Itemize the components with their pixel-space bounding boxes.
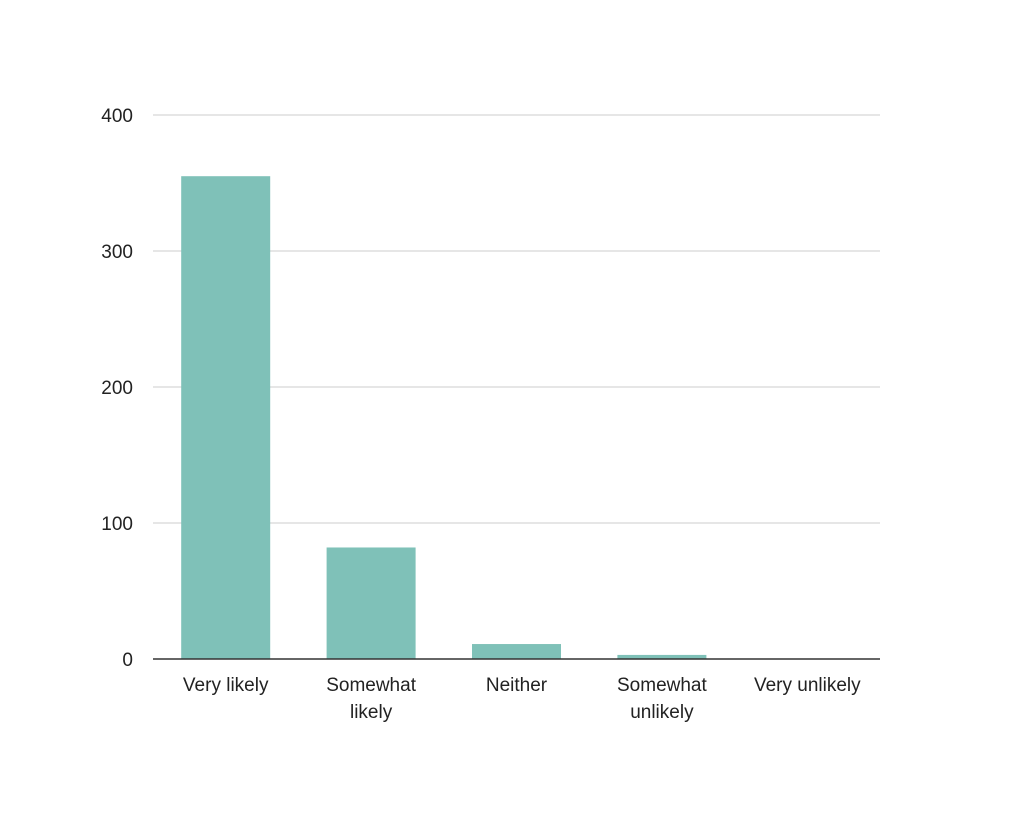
x-tick-label-line: likely xyxy=(350,702,393,723)
bars xyxy=(181,176,707,659)
bar xyxy=(472,644,561,659)
bar xyxy=(617,654,707,659)
bar xyxy=(326,547,416,659)
x-tick-label: Somewhat likely xyxy=(326,675,416,723)
y-tick-label: 200 xyxy=(101,378,133,399)
x-tick-label-line: Very unlikely xyxy=(754,675,861,696)
y-tick-label: 300 xyxy=(101,242,133,263)
x-tick-label-line: Very likely xyxy=(183,675,269,696)
y-tick-labels: 0 100 200 300 400 xyxy=(101,106,133,671)
x-tick-label-line: Neither xyxy=(486,675,548,696)
bar xyxy=(181,176,271,659)
x-tick-label: Neither xyxy=(486,675,548,696)
x-tick-label-line: unlikely xyxy=(630,702,694,723)
x-tick-label-line: Somewhat xyxy=(326,675,416,696)
x-tick-label-line: Somewhat xyxy=(617,675,707,696)
y-tick-label: 100 xyxy=(101,514,133,535)
y-tick-label: 0 xyxy=(122,650,133,671)
x-tick-label: Somewhat unlikely xyxy=(617,675,707,723)
gridlines xyxy=(153,114,880,524)
x-tick-label: Very unlikely xyxy=(754,675,861,696)
x-tick-labels: Very likely Somewhat likely Neither Somewhat… xyxy=(183,675,861,723)
y-tick-label: 400 xyxy=(101,106,133,127)
x-tick-label: Very likely xyxy=(183,675,269,696)
